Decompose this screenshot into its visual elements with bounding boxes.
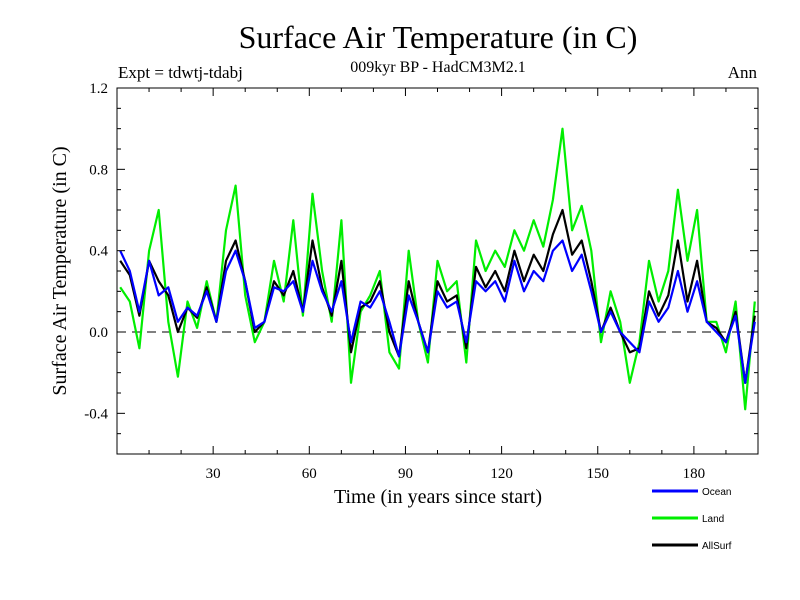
- season-label: Ann: [728, 63, 758, 82]
- axis-ticks: 30 60 90 120 150 180 -0.4 0.0 0.4 0.8 1.2: [84, 81, 758, 482]
- x-tick-label: 30: [206, 466, 221, 482]
- legend-label-ocean: Ocean: [702, 487, 731, 498]
- x-tick-label: 120: [490, 466, 513, 482]
- chart-subtitle: 009kyr BP - HadCM3M2.1: [350, 59, 525, 76]
- x-tick-label: 60: [302, 466, 317, 482]
- y-axis-label: Surface Air Temperature (in C): [49, 146, 71, 395]
- series-line-allsurf: [119, 208, 756, 384]
- legend-label-land: Land: [702, 514, 724, 525]
- y-tick-label: 1.2: [89, 81, 108, 97]
- plot-series: [119, 127, 756, 411]
- x-axis-label: Time (in years since start): [334, 486, 542, 508]
- series-line-ocean: [119, 239, 756, 384]
- y-tick-label: -0.4: [84, 406, 108, 422]
- x-tick-label: 150: [587, 466, 610, 482]
- series-line-land: [119, 127, 756, 411]
- y-tick-label: 0.0: [89, 325, 108, 341]
- chart-title: Surface Air Temperature (in C): [239, 19, 638, 55]
- y-tick-label: 0.4: [89, 244, 108, 260]
- experiment-label: Expt = tdwtj-tdabj: [118, 63, 243, 82]
- legend: Ocean Land AllSurf: [652, 487, 732, 552]
- legend-label-allsurf: AllSurf: [702, 541, 732, 552]
- y-tick-label: 0.8: [89, 162, 108, 178]
- x-tick-label: 90: [398, 466, 413, 482]
- x-tick-label: 180: [683, 466, 706, 482]
